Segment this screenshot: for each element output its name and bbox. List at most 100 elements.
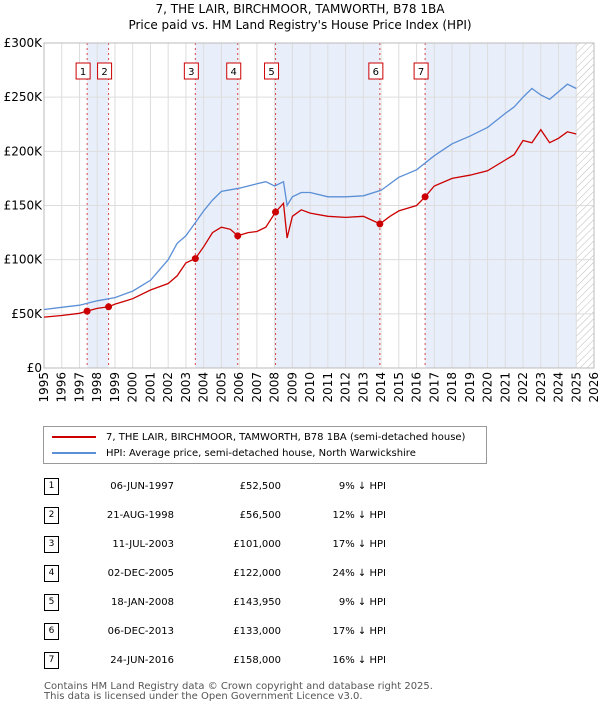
- x-tick-label: 2004: [197, 372, 211, 403]
- sale-date: 06-DEC-2013: [107, 626, 174, 637]
- x-tick-label: 2018: [445, 372, 459, 403]
- x-tick-label: 2023: [534, 372, 548, 403]
- footer: Contains HM Land Registry data © Crown c…: [44, 682, 433, 702]
- transactions-table: 1 06-JUN-1997 £52,500 9% ↓ HPI 2 21-AUG-…: [44, 472, 386, 675]
- sale-date: 02-DEC-2005: [107, 568, 174, 579]
- x-tick-label: 2007: [250, 372, 264, 403]
- x-tick-label: 2017: [427, 372, 441, 403]
- sale-price: £122,000: [233, 568, 281, 579]
- y-tick-label: £150K: [4, 199, 44, 213]
- sale-number-badge: 5: [44, 594, 59, 611]
- sale-point: [421, 193, 429, 201]
- sale-price: £52,500: [239, 481, 281, 492]
- sale-label: 7: [418, 67, 424, 78]
- x-tick-label: 2019: [463, 372, 477, 403]
- sale-label-box: [183, 62, 199, 80]
- sale-point: [191, 255, 199, 263]
- x-tick-label: 2011: [321, 372, 335, 403]
- y-tick-label: £200K: [4, 144, 44, 158]
- sale-hpi-diff: 12% ↓ HPI: [332, 510, 386, 521]
- x-tick-label: 2001: [143, 372, 157, 403]
- sale-point: [83, 307, 91, 315]
- sale-label: 6: [373, 67, 379, 78]
- legend-item-hpi: HPI: Average price, semi-detached house,…: [52, 446, 416, 460]
- sale-label-box: [75, 62, 91, 80]
- sale-number-badge: 3: [44, 536, 59, 553]
- table-row: 5 18-JAN-2008 £143,950 9% ↓ HPI: [44, 588, 386, 617]
- sale-point: [376, 220, 384, 228]
- x-tick-label: 1999: [108, 372, 122, 403]
- sale-hpi-diff: 17% ↓ HPI: [332, 626, 386, 637]
- sale-hpi-diff: 9% ↓ HPI: [338, 597, 386, 608]
- sale-date: 18-JAN-2008: [110, 597, 174, 608]
- footer-copyright: Contains HM Land Registry data © Crown c…: [44, 681, 433, 692]
- sale-label: 4: [231, 67, 237, 78]
- sale-point: [272, 208, 280, 216]
- sale-date: 24-JUN-2016: [110, 655, 174, 666]
- legend-property-label: 7, THE LAIR, BIRCHMOOR, TAMWORTH, B78 1B…: [106, 431, 466, 443]
- sale-number-badge: 4: [44, 565, 59, 582]
- sale-label-box: [226, 62, 242, 80]
- legend-hpi-label: HPI: Average price, semi-detached house,…: [106, 447, 416, 459]
- legend-item-property: 7, THE LAIR, BIRCHMOOR, TAMWORTH, B78 1B…: [52, 430, 465, 444]
- table-row: 6 06-DEC-2013 £133,000 17% ↓ HPI: [44, 617, 386, 646]
- plot-frame: [43, 42, 595, 369]
- property-legend-swatch: [52, 436, 96, 438]
- x-tick-label: 1996: [55, 372, 69, 403]
- y-tick-label: £100K: [4, 253, 44, 267]
- x-tick-label: 1998: [90, 372, 104, 403]
- sale-date: 11-JUL-2003: [112, 539, 174, 550]
- y-tick-label: £0: [27, 361, 42, 375]
- x-tick-label: 2008: [268, 372, 282, 403]
- sale-price: £143,950: [233, 597, 281, 608]
- sale-price: £56,500: [239, 510, 281, 521]
- y-tick-label: £50K: [11, 307, 43, 321]
- x-tick-label: 2005: [214, 372, 228, 403]
- x-tick-label: 1995: [37, 372, 51, 403]
- x-tick-label: 2014: [374, 372, 388, 403]
- sale-price: £133,000: [233, 626, 281, 637]
- chart-title-line1: 7, THE LAIR, BIRCHMOOR, TAMWORTH, B78 1B…: [155, 2, 445, 16]
- hpi-legend-swatch: [52, 452, 96, 454]
- x-tick-label: 2015: [392, 372, 406, 403]
- sale-number-badge: 7: [44, 652, 59, 669]
- sale-point: [105, 303, 113, 311]
- x-tick-label: 2024: [552, 372, 566, 403]
- sale-price: £158,000: [233, 655, 281, 666]
- table-row: 3 11-JUL-2003 £101,000 17% ↓ HPI: [44, 530, 386, 559]
- sale-label: 5: [268, 67, 274, 78]
- sale-hpi-diff: 17% ↓ HPI: [332, 539, 386, 550]
- sale-label-box: [97, 62, 113, 80]
- table-row: 1 06-JUN-1997 £52,500 9% ↓ HPI: [44, 472, 386, 501]
- price-chart: 1 2 3 4 5 6 7 £0 £50K £100K £150K £200K £250K £300K 19…: [4, 36, 600, 403]
- sale-label: 3: [188, 67, 194, 78]
- x-tick-label: 2021: [498, 372, 512, 403]
- table-row: 2 21-AUG-1998 £56,500 12% ↓ HPI: [44, 501, 386, 530]
- sale-price: £101,000: [233, 539, 281, 550]
- sale-number-badge: 2: [44, 507, 59, 524]
- sale-hpi-diff: 9% ↓ HPI: [338, 481, 386, 492]
- x-tick-label: 2002: [161, 372, 175, 403]
- x-tick-label: 2009: [285, 372, 299, 403]
- x-tick-label: 2026: [587, 372, 600, 403]
- table-row: 7 24-JUN-2016 £158,000 16% ↓ HPI: [44, 646, 386, 675]
- sale-hpi-diff: 16% ↓ HPI: [332, 655, 386, 666]
- sale-date: 21-AUG-1998: [106, 510, 174, 521]
- table-row: 4 02-DEC-2005 £122,000 24% ↓ HPI: [44, 559, 386, 588]
- sale-label-box: [264, 62, 280, 80]
- x-tick-label: 2006: [232, 372, 246, 403]
- x-tick-label: 2016: [410, 372, 424, 403]
- sale-number-badge: 1: [44, 478, 59, 495]
- y-tick-label: £250K: [4, 90, 44, 104]
- x-tick-label: 2012: [339, 372, 353, 403]
- chart-title-line2: Price paid vs. HM Land Registry's House …: [128, 18, 472, 32]
- x-tick-label: 2022: [516, 372, 530, 403]
- x-tick-label: 2003: [179, 372, 193, 403]
- x-tick-label: 2020: [481, 372, 495, 403]
- hpi-line: [43, 83, 577, 311]
- x-tick-label: 2000: [126, 372, 140, 403]
- sale-number-badge: 6: [44, 623, 59, 640]
- sale-hpi-diff: 24% ↓ HPI: [332, 568, 386, 579]
- legend: 7, THE LAIR, BIRCHMOOR, TAMWORTH, B78 1B…: [43, 426, 487, 464]
- x-tick-label: 2013: [356, 372, 370, 403]
